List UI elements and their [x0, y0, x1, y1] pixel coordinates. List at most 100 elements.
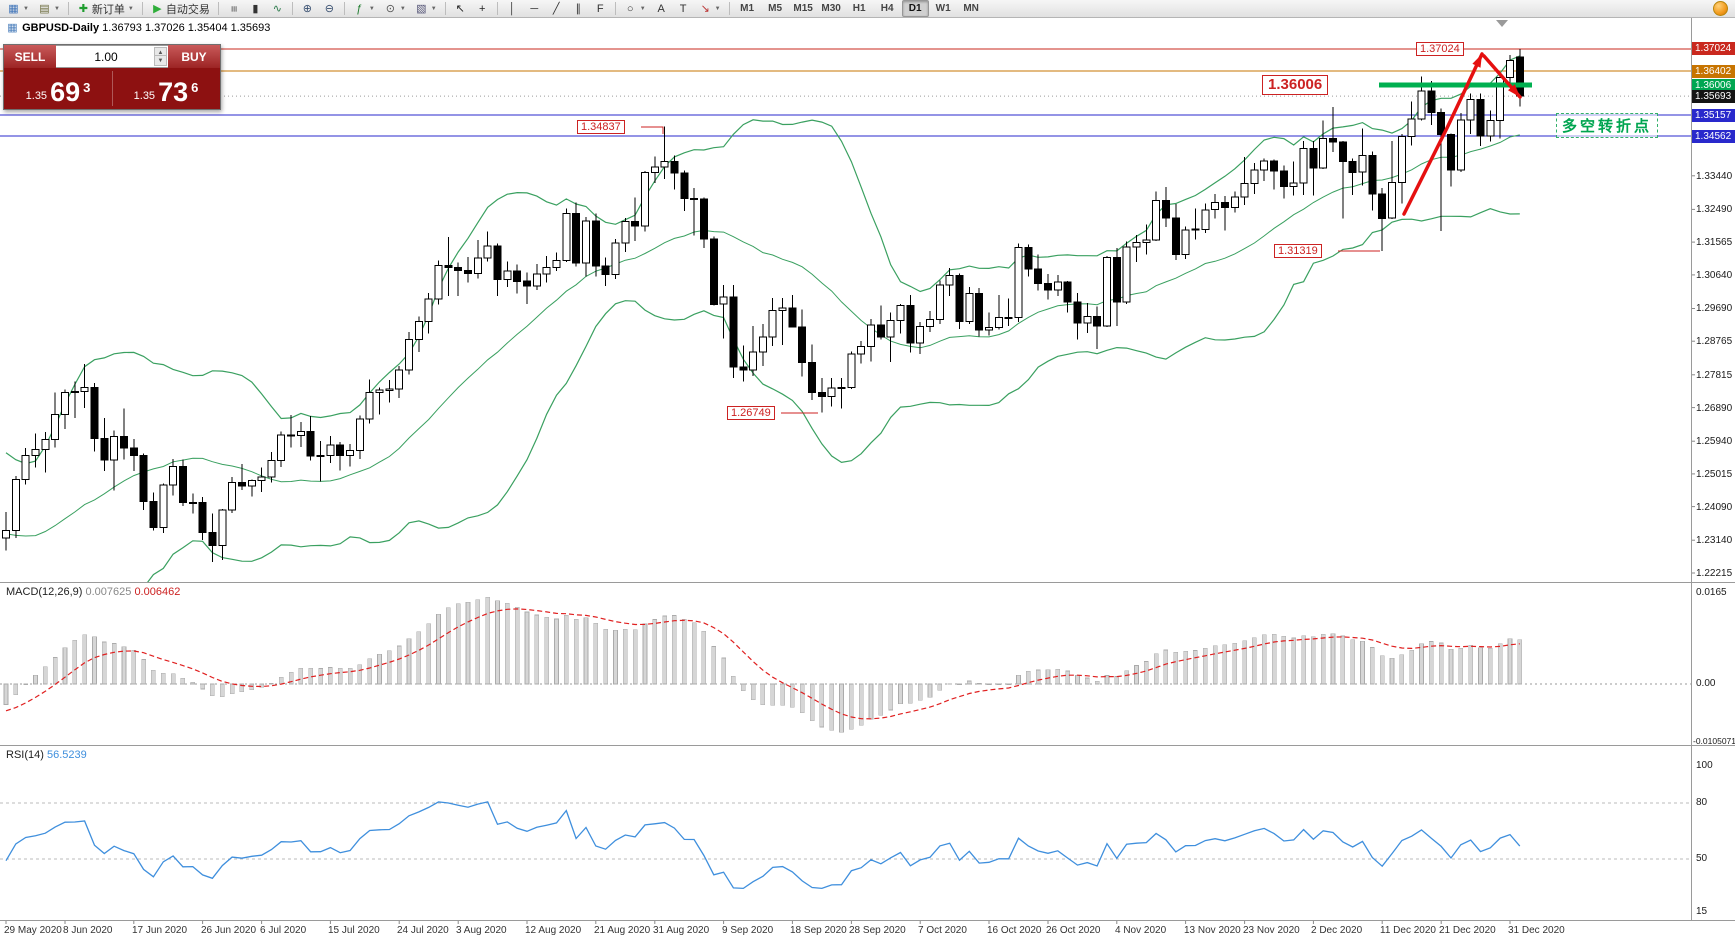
price-axis-label: 1.28765	[1696, 336, 1733, 347]
new-chart-icon: ▦	[8, 2, 19, 15]
buy-button[interactable]: BUY	[168, 45, 220, 68]
autotrade-icon: ▶	[153, 2, 162, 15]
timeframe-d1-button[interactable]: D1	[901, 0, 929, 17]
timeframe-h4-button[interactable]: H4	[880, 3, 894, 14]
text-button[interactable]: A	[651, 0, 672, 18]
toolbar-separator	[343, 2, 345, 15]
date-axis-label: 13 Nov 2020	[1184, 925, 1241, 936]
line-chart-button[interactable]: ∿	[267, 0, 288, 18]
indicators-button[interactable]: ƒ ▼	[349, 0, 379, 18]
date-axis-label: 15 Jul 2020	[328, 925, 380, 936]
timeframe-w1-button[interactable]: W1	[935, 3, 951, 14]
price-axis-highlight: 1.37024	[1692, 42, 1735, 55]
date-axis-label: 12 Aug 2020	[525, 925, 582, 936]
date-axis-label: 16 Oct 2020	[987, 925, 1042, 936]
community-icon[interactable]	[1713, 1, 1728, 16]
lot-size-input[interactable]	[56, 48, 168, 65]
candlestick-icon: ▮	[252, 2, 259, 15]
price-axis-label: 1.25940	[1696, 436, 1733, 447]
price-tag-annotation[interactable]: 1.34837	[577, 120, 625, 134]
panel-separator[interactable]	[0, 745, 1735, 746]
price-tag-annotation[interactable]: 1.26749	[727, 406, 775, 420]
bid-pipette: 3	[83, 80, 91, 95]
date-axis-label: 21 Dec 2020	[1439, 925, 1496, 936]
rsi-label: RSI(14) 56.5239	[6, 749, 87, 761]
date-axis-label: 8 Jun 2020	[63, 925, 113, 936]
zoom-in-button[interactable]: ⊕	[297, 0, 318, 18]
date-axis-label: 24 Jul 2020	[397, 925, 449, 936]
label-icon: T	[679, 2, 687, 15]
timeframe-m15-button[interactable]: M15	[793, 3, 813, 14]
caret-down-icon: ▼	[639, 5, 646, 12]
caret-down-icon: ▼	[368, 5, 375, 12]
price-axis-label: 1.22215	[1696, 568, 1733, 579]
channel-button[interactable]: ∥	[568, 0, 589, 18]
templates-button[interactable]: ▧ ▼	[411, 0, 441, 18]
price-axis-label: 1.23140	[1696, 535, 1733, 546]
profiles-button[interactable]: ▤ ▼	[34, 0, 64, 18]
new-chart-button[interactable]: ▦ ▼	[3, 0, 33, 18]
caret-down-icon: ▼	[127, 5, 134, 12]
fibo-icon: F	[596, 2, 604, 15]
trend-note-annotation[interactable]: 多空转折点	[1556, 113, 1659, 138]
timeframe-m1-button[interactable]: M1	[740, 3, 755, 14]
timeframe-m5-button[interactable]: M5	[768, 3, 783, 14]
price-axis-highlight: 1.34562	[1692, 130, 1735, 143]
price-axis-label: 1.25015	[1696, 469, 1733, 480]
price-tag-annotation[interactable]: 1.31319	[1274, 244, 1322, 258]
rsi-value: 56.5239	[46, 749, 87, 761]
shapes-icon: ○	[626, 2, 634, 15]
text-label-button[interactable]: T	[673, 0, 694, 18]
zoom-in-icon: ⊕	[302, 2, 312, 15]
crosshair-button[interactable]: +	[472, 0, 493, 18]
line-chart-icon: ∿	[272, 2, 282, 15]
shapes-button[interactable]: ○ ▼	[620, 0, 650, 18]
caret-down-icon: ▼	[53, 5, 60, 12]
cursor-button[interactable]: ↖	[450, 0, 471, 18]
panel-separator[interactable]	[0, 582, 1735, 583]
price-axis-label: 1.27815	[1696, 370, 1733, 381]
price-tag-annotation[interactable]: 1.37024	[1416, 42, 1464, 56]
candlestick-chart-button[interactable]: ▮	[245, 0, 266, 18]
price-divider	[112, 71, 113, 106]
price-axis-highlight: 1.35693	[1692, 90, 1735, 103]
timeframe-h1-button[interactable]: H1	[852, 3, 866, 14]
timeframe-m30-button[interactable]: M30	[821, 3, 841, 14]
templates-icon: ▧	[416, 2, 427, 15]
timeframe-mn-button[interactable]: MN	[963, 3, 979, 14]
macd-name: MACD(12,26,9)	[6, 586, 83, 598]
macd-axis-label: -0.0105071	[1693, 736, 1735, 746]
toolbar-separator	[217, 2, 219, 15]
vertical-line-button[interactable]: │	[502, 0, 523, 18]
lot-decrease-button[interactable]: ▼	[154, 55, 167, 66]
date-axis-label: 21 Aug 2020	[594, 925, 651, 936]
price-axis-label: 1.26890	[1696, 403, 1733, 414]
arrows-button[interactable]: ↘ ▼	[695, 0, 725, 18]
cursor-icon: ↖	[455, 2, 465, 15]
toolbar: ▦ ▼ ▤ ▼ ✚ 新订单 ▼ ▶ 自动交易 ≡ ▮ ∿ ⊕ ⊖ ƒ ▼ ⊙ ▼ ▧ ▼ ↖ + │ ─ ╱ ∥ F ○ ▼ A T ↘ ▼ M1…	[0, 0, 1735, 18]
caret-down-icon: ▼	[430, 5, 437, 12]
zoom-out-icon: ⊖	[324, 2, 334, 15]
trendline-button[interactable]: ╱	[546, 0, 567, 18]
hline-icon: ─	[530, 2, 539, 15]
sell-button[interactable]: SELL	[4, 45, 56, 68]
channel-icon: ∥	[575, 2, 581, 15]
price-axis-label: 1.30640	[1696, 270, 1733, 281]
date-axis-label: 4 Nov 2020	[1115, 925, 1167, 936]
periods-button[interactable]: ⊙ ▼	[380, 0, 410, 18]
new-order-button[interactable]: ✚ 新订单 ▼	[73, 0, 138, 18]
date-axis-label: 17 Jun 2020	[132, 925, 188, 936]
zoom-out-button[interactable]: ⊖	[319, 0, 340, 18]
autotrade-button[interactable]: ▶ 自动交易	[147, 0, 214, 18]
date-axis-label: 7 Oct 2020	[918, 925, 967, 936]
horizontal-line-button[interactable]: ─	[524, 0, 545, 18]
bar-chart-button[interactable]: ≡	[223, 0, 244, 18]
fibonacci-button[interactable]: F	[590, 0, 611, 18]
date-axis-label: 23 Nov 2020	[1243, 925, 1300, 936]
new-order-label: 新订单	[91, 3, 125, 16]
price-tag-annotation[interactable]: 1.36006	[1262, 75, 1329, 95]
toolbar-separator	[141, 2, 143, 15]
date-axis-label: 18 Sep 2020	[790, 925, 847, 936]
